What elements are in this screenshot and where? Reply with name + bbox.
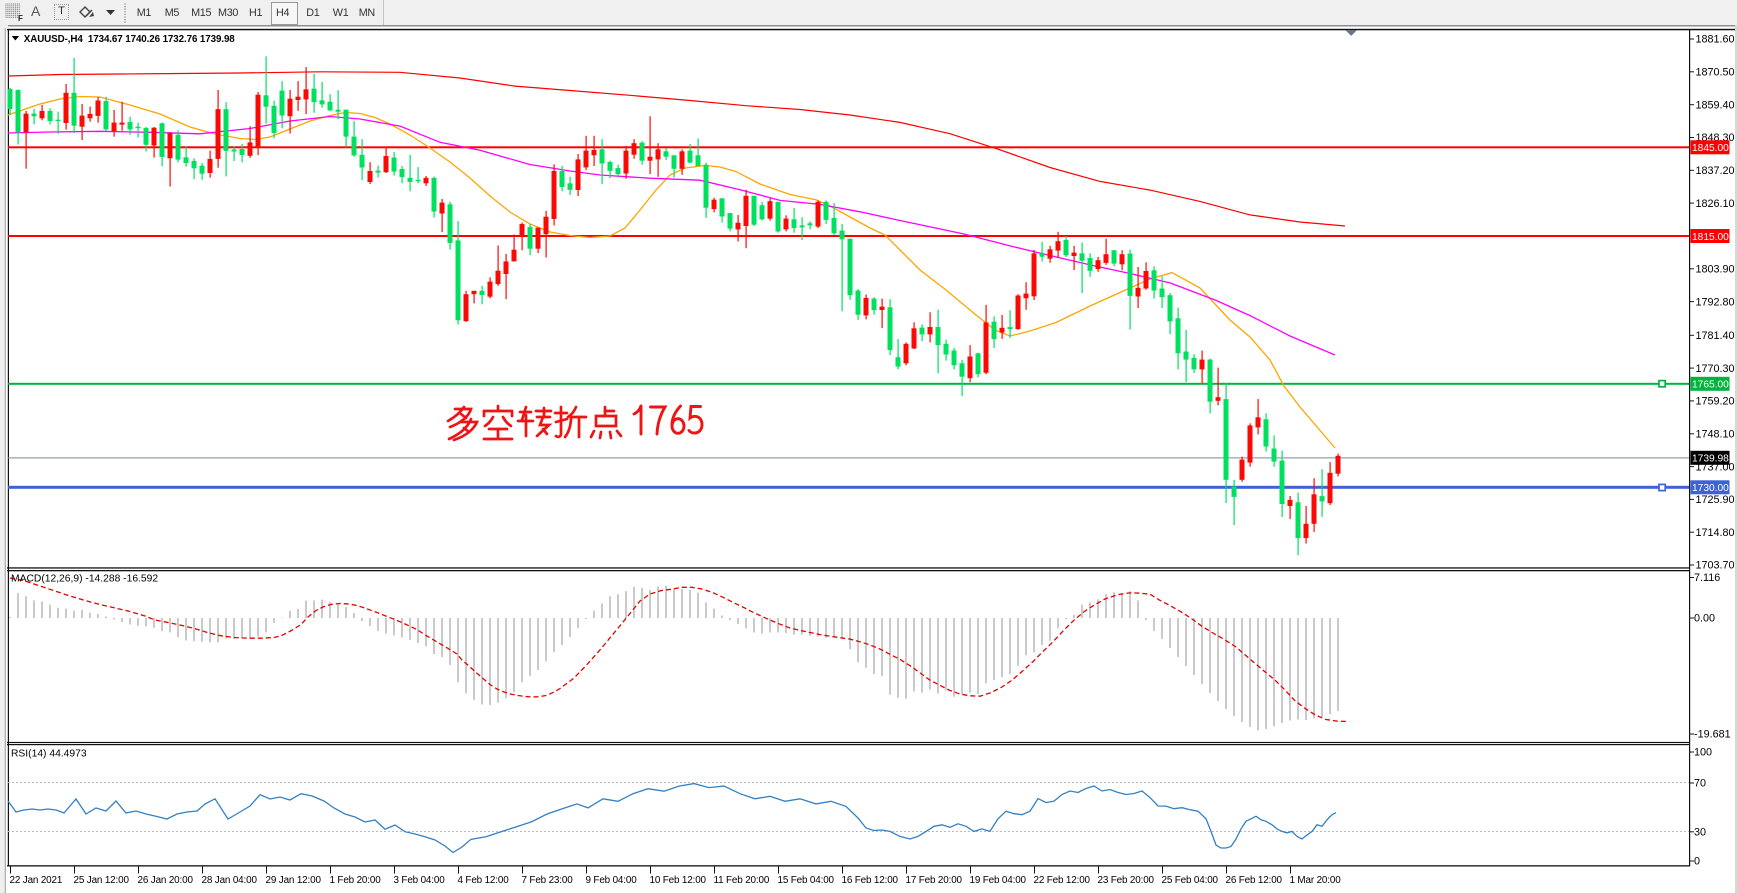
svg-text:1770.30: 1770.30	[1696, 363, 1735, 375]
svg-text:1703.70: 1703.70	[1696, 560, 1735, 572]
svg-text:F: F	[18, 14, 23, 23]
svg-text:MACD(12,26,9) -14.288 -16.592: MACD(12,26,9) -14.288 -16.592	[11, 574, 158, 585]
svg-text:1859.40: 1859.40	[1696, 99, 1735, 111]
svg-text:3 Feb 04:00: 3 Feb 04:00	[394, 875, 446, 886]
svg-text:23 Feb 20:00: 23 Feb 20:00	[1098, 875, 1155, 886]
svg-text:25 Feb 04:00: 25 Feb 04:00	[1162, 875, 1219, 886]
svg-text:1870.50: 1870.50	[1696, 67, 1735, 79]
svg-text:XAUUSD-,H4 1734.67 1740.26 17: XAUUSD-,H4 1734.67 1740.26 1732.76 1739.…	[24, 34, 235, 45]
svg-text:25 Jan 12:00: 25 Jan 12:00	[74, 875, 130, 886]
svg-text:22 Jan 2021: 22 Jan 2021	[10, 875, 63, 886]
svg-text:100: 100	[1694, 747, 1712, 759]
svg-text:1803.90: 1803.90	[1696, 264, 1735, 276]
svg-text:1739.98: 1739.98	[1692, 454, 1729, 465]
svg-text:26 Feb 12:00: 26 Feb 12:00	[1226, 875, 1283, 886]
svg-text:28 Jan 04:00: 28 Jan 04:00	[202, 875, 258, 886]
svg-text:17 Feb 20:00: 17 Feb 20:00	[906, 875, 963, 886]
svg-text:1792.80: 1792.80	[1696, 296, 1735, 308]
svg-text:16 Feb 12:00: 16 Feb 12:00	[842, 875, 899, 886]
svg-text:9 Feb 04:00: 9 Feb 04:00	[586, 875, 638, 886]
svg-text:70: 70	[1694, 778, 1706, 790]
svg-text:1765.00: 1765.00	[1692, 380, 1729, 391]
svg-text:1837.20: 1837.20	[1696, 165, 1735, 177]
svg-text:1725.90: 1725.90	[1696, 494, 1735, 506]
svg-text:0.00: 0.00	[1694, 613, 1715, 625]
svg-text:RSI(14) 44.4973: RSI(14) 44.4973	[11, 749, 87, 760]
svg-text:19 Feb 04:00: 19 Feb 04:00	[970, 875, 1027, 886]
svg-text:10 Feb 12:00: 10 Feb 12:00	[650, 875, 707, 886]
svg-text:1815.00: 1815.00	[1692, 232, 1729, 243]
svg-text:4 Feb 12:00: 4 Feb 12:00	[458, 875, 510, 886]
svg-text:1781.40: 1781.40	[1696, 330, 1735, 342]
svg-text:30: 30	[1694, 827, 1706, 839]
svg-text:-19.681: -19.681	[1694, 729, 1731, 741]
svg-text:15 Feb 04:00: 15 Feb 04:00	[778, 875, 835, 886]
svg-text:29 Jan 12:00: 29 Jan 12:00	[266, 875, 322, 886]
svg-text:22 Feb 12:00: 22 Feb 12:00	[1034, 875, 1091, 886]
svg-text:11 Feb 20:00: 11 Feb 20:00	[714, 875, 770, 886]
svg-text:0: 0	[1694, 856, 1700, 868]
svg-text:7.116: 7.116	[1694, 572, 1720, 584]
svg-text:26 Jan 20:00: 26 Jan 20:00	[138, 875, 194, 886]
svg-text:1881.60: 1881.60	[1696, 34, 1735, 46]
svg-text:1 Mar 20:00: 1 Mar 20:00	[1290, 875, 1342, 886]
svg-text:1714.80: 1714.80	[1696, 527, 1735, 539]
svg-text:1 Feb 20:00: 1 Feb 20:00	[330, 875, 382, 886]
svg-text:1748.10: 1748.10	[1696, 429, 1735, 441]
svg-text:1845.00: 1845.00	[1692, 143, 1729, 154]
svg-text:1730.00: 1730.00	[1692, 483, 1729, 494]
svg-text:1759.20: 1759.20	[1696, 396, 1735, 408]
svg-text:7 Feb 23:00: 7 Feb 23:00	[522, 875, 574, 886]
svg-text:1826.10: 1826.10	[1696, 198, 1735, 210]
